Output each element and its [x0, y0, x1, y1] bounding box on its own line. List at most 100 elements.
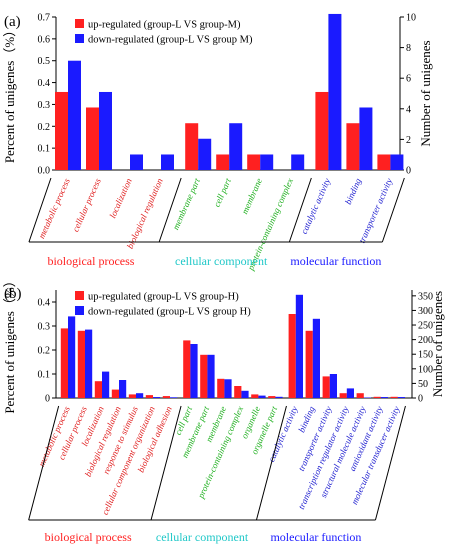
legend-swatch: [75, 306, 84, 315]
category-label: localization: [107, 176, 134, 219]
bar-down-13: [275, 396, 283, 398]
bar-down-9: [207, 354, 215, 398]
y2-tick-label: 8: [406, 43, 411, 54]
bar-down-9: [328, 13, 342, 170]
bar-up-14: [288, 314, 296, 398]
group-divider: [374, 405, 406, 521]
y2-tick-label: 350: [418, 291, 433, 302]
group-label: biological process: [45, 530, 132, 544]
y-tick-label: 0.1: [38, 144, 51, 155]
category-label: binding: [343, 176, 364, 206]
bar-down-11: [241, 390, 249, 398]
bar-up-11: [234, 386, 242, 398]
category-label: transporter activity: [357, 177, 395, 245]
legend-swatch: [75, 34, 84, 43]
group-label: cellular component: [175, 254, 268, 268]
bar-up-7: [162, 396, 170, 398]
bar-up-11: [377, 154, 391, 170]
group-divider: [288, 177, 312, 243]
bar-up-20: [390, 396, 398, 398]
category-label: membrane: [239, 177, 264, 216]
bar-up-12: [251, 394, 259, 398]
y-tick-label: 0.5: [38, 56, 51, 67]
bar-up-5: [185, 123, 199, 170]
bar-up-17: [339, 393, 347, 398]
y2-tick-label: 2: [406, 135, 411, 146]
y-tick-label: 0.7: [38, 13, 51, 24]
y-tick-label: 0.3: [38, 322, 51, 333]
bar-down-3: [102, 371, 110, 398]
bar-down-2: [85, 329, 93, 398]
y2-tick-label: 300: [418, 306, 433, 317]
y2-tick-label: 10: [406, 13, 416, 24]
legend-swatch: [75, 19, 84, 28]
category-label: cellular process: [70, 176, 103, 233]
y-tick-label: 0.6: [38, 34, 51, 45]
group-divider: [28, 405, 60, 521]
y-tick-label: 0.4: [38, 78, 51, 89]
legend-entry: up-regulated (group-L VS group-M): [88, 20, 241, 31]
bar-up-9: [200, 354, 208, 398]
bar-up-1: [60, 328, 68, 398]
bar-down-20: [397, 397, 405, 398]
bar-down-1: [68, 60, 81, 170]
y-axis-title: Percent of unigenes（%）: [2, 274, 17, 413]
panel-label: (a): [4, 14, 21, 30]
y2-tick-label: 6: [406, 74, 411, 85]
bar-down-4: [161, 154, 174, 170]
bar-down-1: [68, 316, 76, 398]
bar-up-5: [128, 394, 136, 398]
group-label: biological process: [47, 254, 134, 268]
group-divider: [381, 177, 405, 243]
y-tick-label: 0.2: [38, 346, 51, 357]
panel-label: (b): [4, 286, 22, 302]
bar-up-10: [346, 123, 360, 170]
y2-tick-label: 250: [418, 321, 433, 332]
bar-down-7: [170, 397, 178, 398]
bar-down-11: [390, 154, 404, 170]
bar-down-12: [258, 395, 266, 398]
legend-entry: down-regulated (group-L VS group H): [88, 307, 251, 318]
y2-axis-title: Number of unigenes: [430, 291, 445, 397]
y-axis-title: Percent of unigenes（%）: [2, 24, 17, 163]
bar-down-3: [130, 154, 143, 170]
bar-down-17: [346, 388, 354, 398]
category-label: catalytic activity: [299, 177, 332, 236]
category-label: metabolic process: [36, 176, 72, 240]
bar-up-16: [322, 376, 330, 398]
bar-down-16: [329, 374, 337, 398]
bar-up-2: [77, 330, 85, 398]
bar-down-5: [136, 393, 144, 398]
bar-up-19: [373, 396, 381, 398]
bar-down-6: [229, 123, 243, 170]
bar-down-8: [291, 154, 305, 170]
y2-tick-label: 0: [418, 394, 423, 405]
y2-tick-label: 150: [418, 350, 433, 361]
group-label: molecular function: [290, 254, 381, 268]
legend-entry: down-regulated (group-L VS group M): [88, 35, 253, 46]
category-label: cell part: [212, 176, 234, 208]
y-tick-label: 0.2: [38, 122, 51, 133]
y2-tick-label: 0: [406, 166, 411, 177]
chart-panel-1: (a) 0.0 0.1 0.2 0.3 0.4 0.5 0.6 0.7 0 2 4 6 8 10 Percen…: [2, 13, 433, 273]
bar-up-6: [145, 395, 153, 398]
bar-up-10: [217, 378, 225, 398]
y2-tick-label: 4: [406, 104, 411, 115]
bar-up-15: [305, 330, 313, 398]
category-label: membrane part: [170, 176, 202, 231]
legend-entry: up-regulated (group-L VS group-H): [88, 292, 239, 303]
group-divider: [150, 405, 182, 521]
group-label: cellular component: [156, 530, 249, 544]
y2-axis-title: Number of unigenes: [418, 40, 433, 146]
y2-tick-label: 200: [418, 335, 433, 346]
bar-up-7: [247, 154, 261, 170]
y-tick-label: 0: [45, 394, 50, 405]
legend-swatch: [75, 291, 84, 300]
y-tick-label: 0.3: [38, 100, 51, 111]
bar-down-10: [359, 107, 373, 170]
bar-down-8: [190, 344, 198, 398]
bar-down-4: [119, 380, 127, 398]
y2-tick-label: 100: [418, 364, 433, 375]
group-divider: [255, 405, 287, 521]
